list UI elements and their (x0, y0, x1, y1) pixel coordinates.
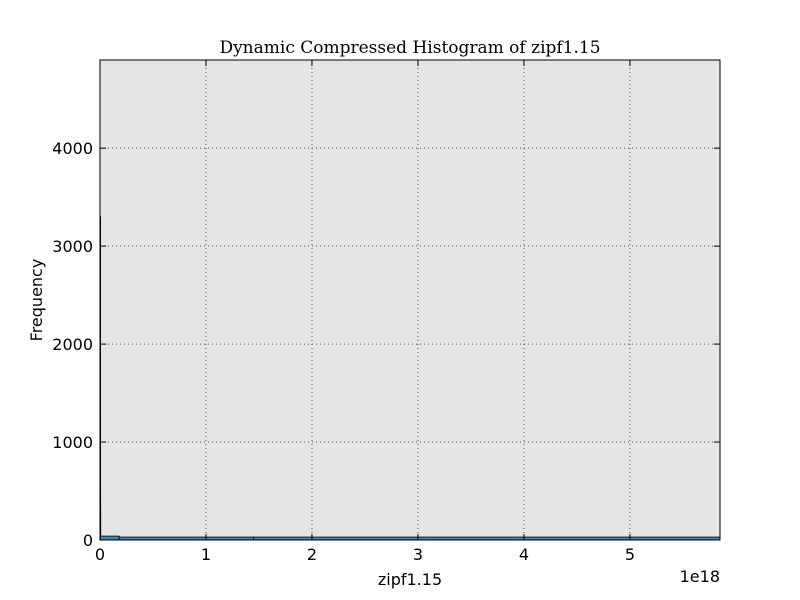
x-axis-label: zipf1.15 (378, 570, 442, 589)
histogram-bar (100, 535, 120, 541)
y-tick-label: 1000 (52, 433, 93, 452)
x-tick-labels: 0 1 2 3 4 5 (95, 545, 635, 564)
plot-area (100, 60, 720, 540)
y-tick-label: 0 (83, 531, 93, 550)
chart-title: Dynamic Compressed Histogram of zipf1.15 (219, 38, 600, 58)
x-axis-offset-label: 1e18 (680, 567, 720, 586)
y-tick-labels: 0 1000 2000 3000 4000 (52, 139, 93, 550)
y-tick-label: 3000 (52, 237, 93, 256)
y-axis-label: Frequency (27, 259, 46, 342)
y-tick-label: 2000 (52, 335, 93, 354)
x-tick-label: 3 (413, 545, 423, 564)
x-tick-label: 4 (519, 545, 529, 564)
plot-frame (99, 59, 721, 541)
x-tick-label: 0 (95, 545, 105, 564)
axis-ticks (99, 60, 720, 541)
x-tick-label: 1 (201, 545, 211, 564)
grid-lines (100, 60, 720, 540)
y-tick-label: 4000 (52, 139, 93, 158)
x-tick-label: 2 (307, 545, 317, 564)
x-tick-label: 5 (625, 545, 635, 564)
